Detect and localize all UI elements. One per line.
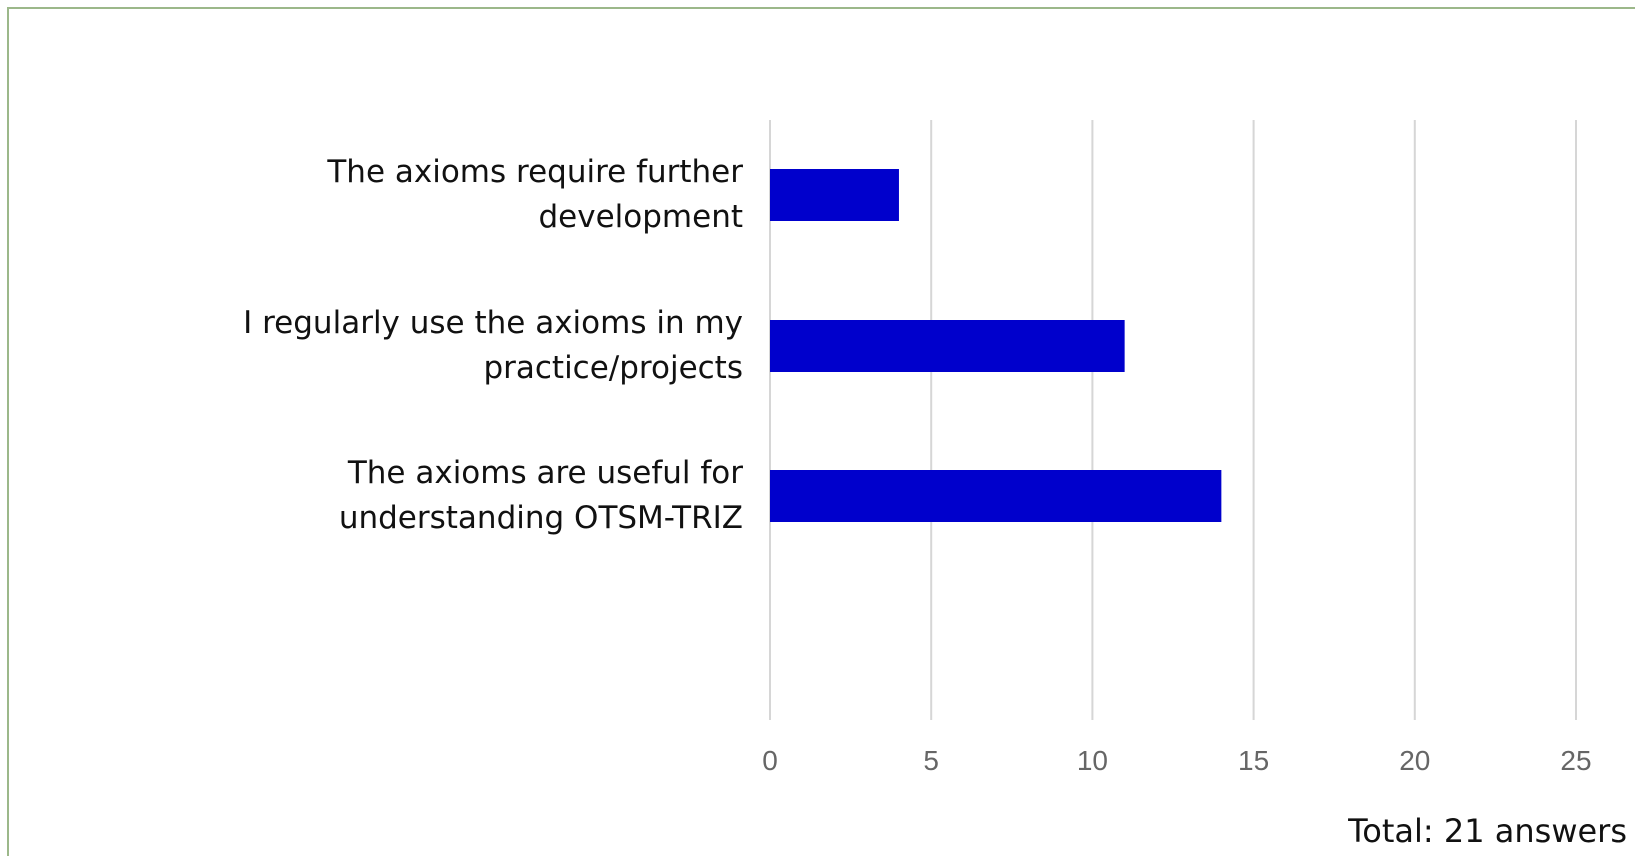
bar [770,320,1125,372]
x-tick-label: 15 [1238,745,1269,776]
bar [770,169,899,221]
frame [7,7,1635,856]
x-tick-label: 25 [1560,745,1591,776]
x-tick-label: 5 [923,745,939,776]
y-tick-label: The axioms require further development [327,154,743,235]
bar [770,470,1222,522]
x-tick-label: 20 [1399,745,1430,776]
x-tick-label: 10 [1077,745,1108,776]
total-annotation: Total: 21 answers [1348,812,1627,850]
x-tick-label: 0 [762,745,778,776]
y-tick-label: The axioms are useful for understanding … [338,455,743,536]
y-tick-label: I regularly use the axioms in my practic… [243,305,743,386]
